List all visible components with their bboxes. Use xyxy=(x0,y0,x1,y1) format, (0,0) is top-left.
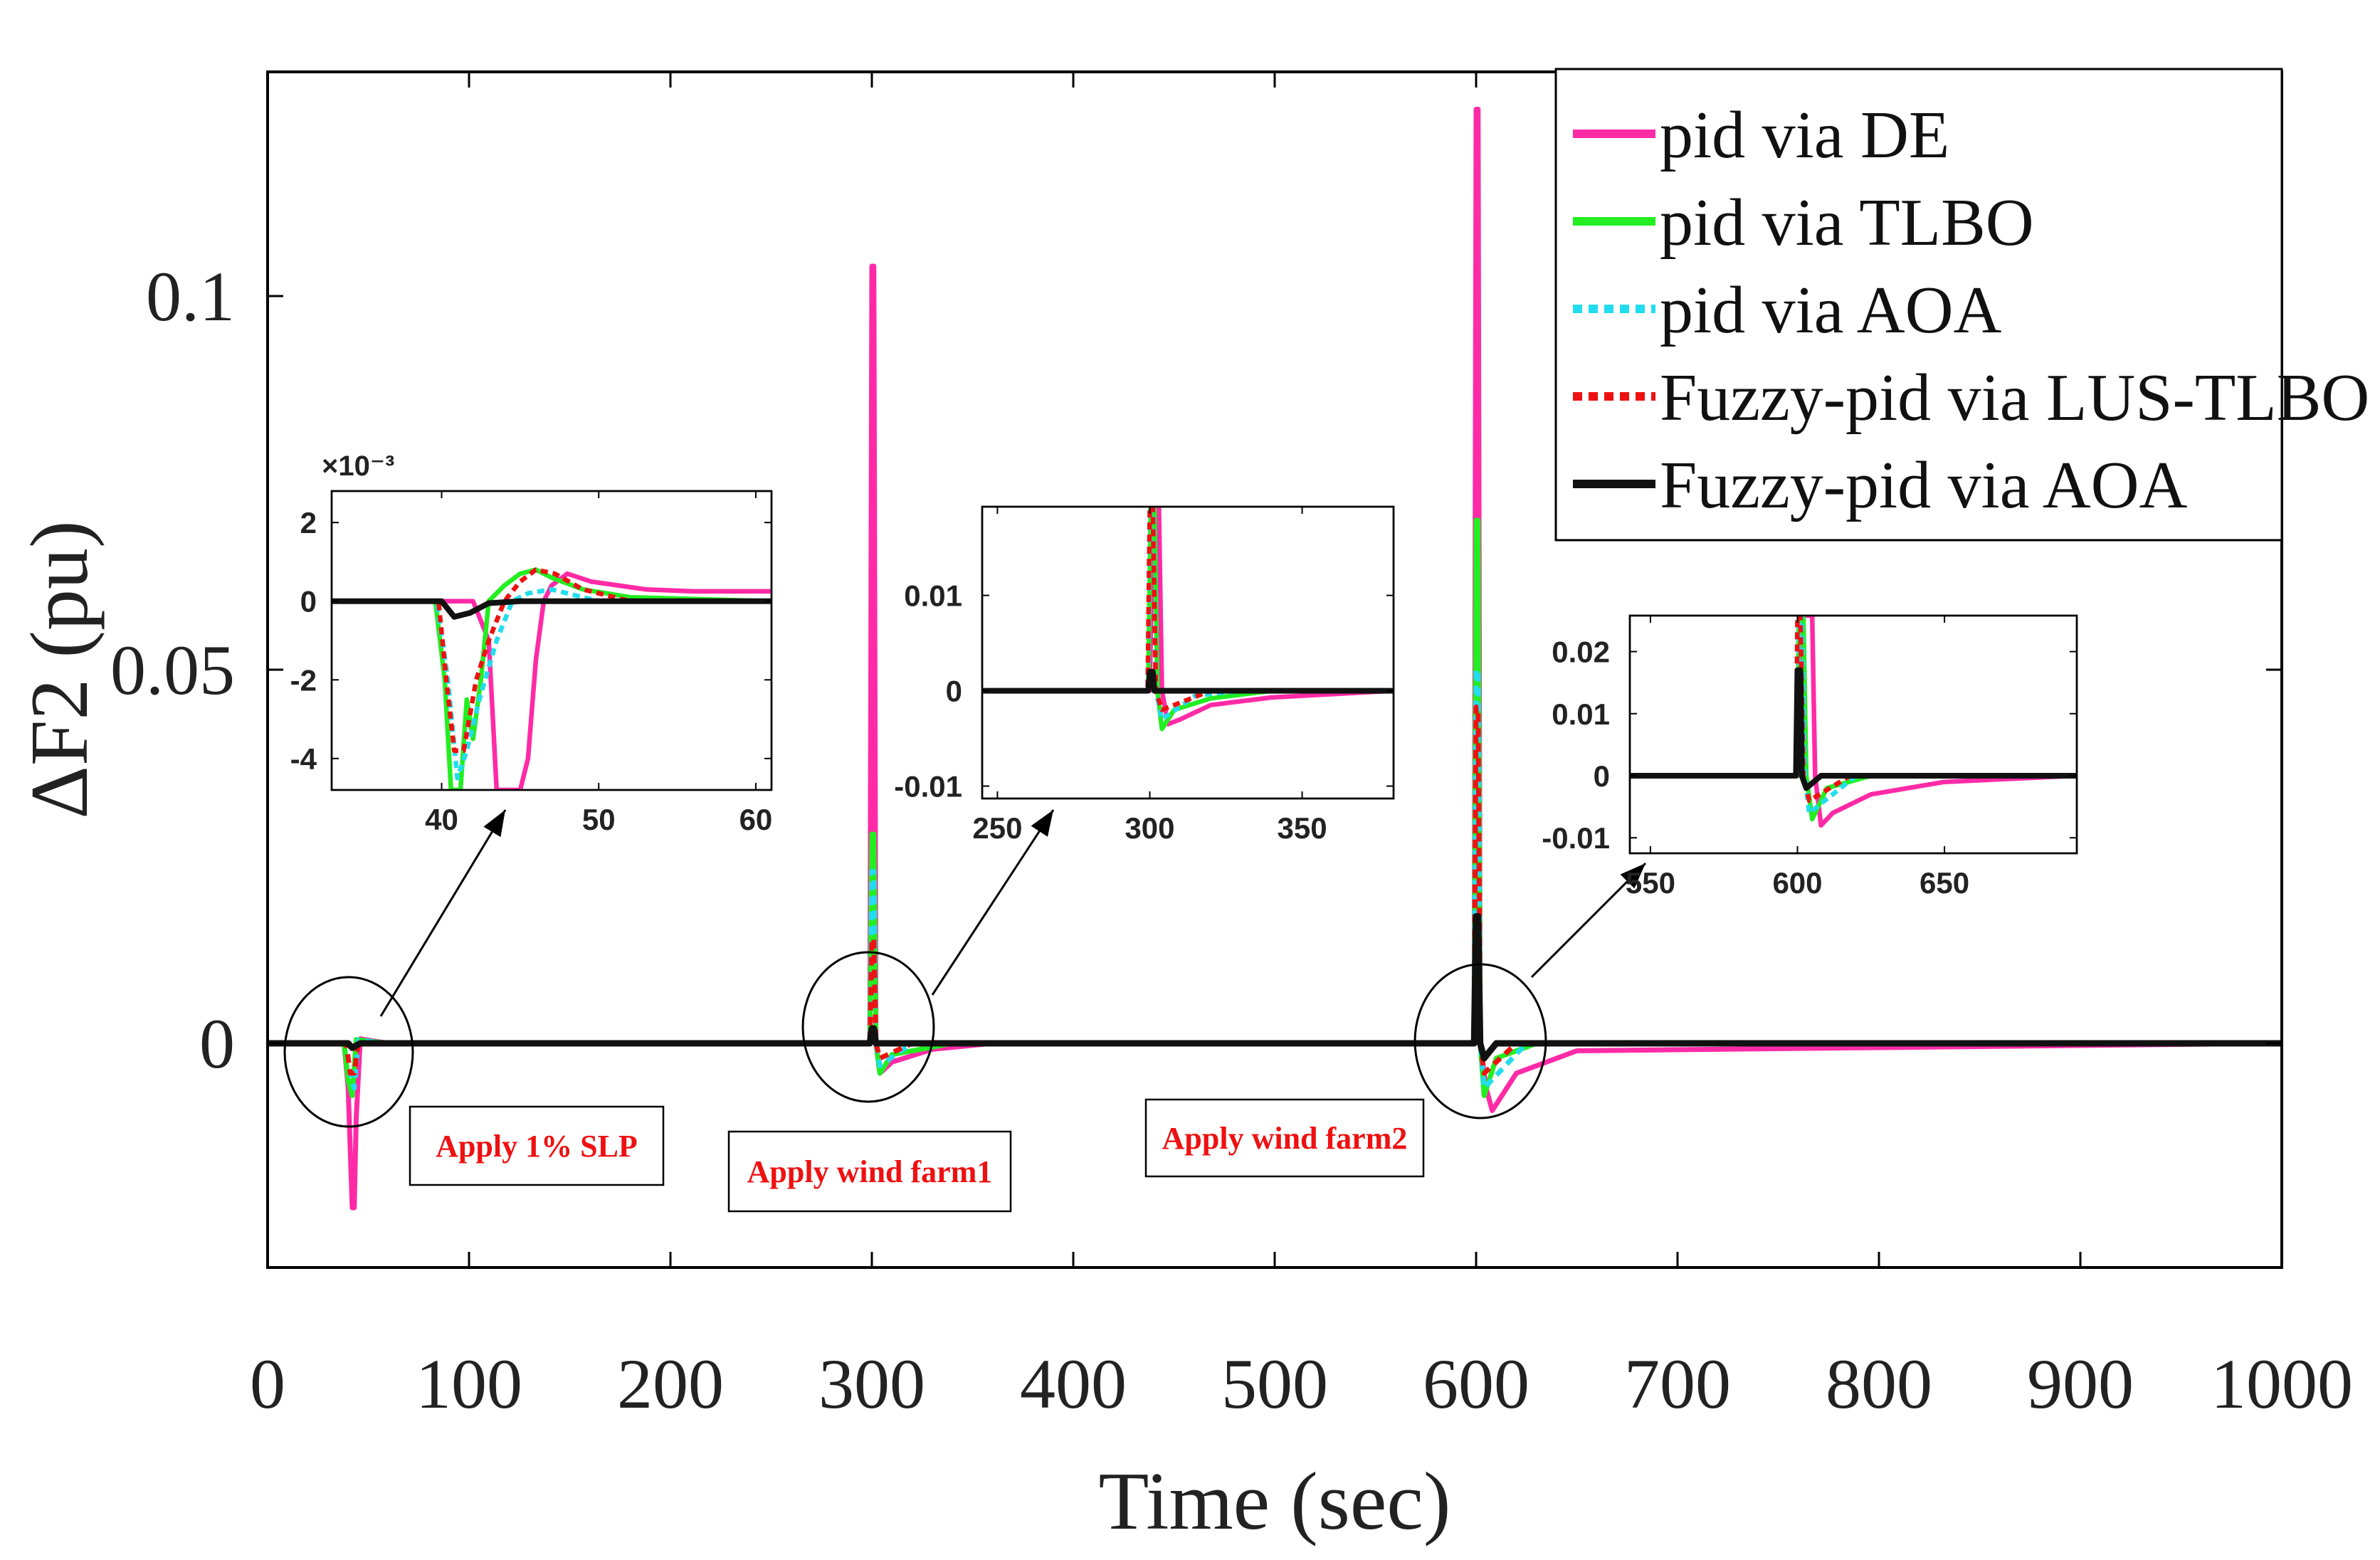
inset-y-tick-label: 0.01 xyxy=(904,579,962,613)
zoom-arrow-line-2 xyxy=(931,809,1055,996)
zoom-arrow-head-1 xyxy=(483,810,505,838)
annotation-2: Apply wind farm1 xyxy=(727,1130,1012,1213)
annotation-box xyxy=(1144,1098,1425,1178)
inset-y-tick-label: -2 xyxy=(290,663,317,697)
y-axis-label: ΔF2 (pu) xyxy=(14,520,105,818)
annotation-box xyxy=(727,1130,1012,1213)
legend-label-1: pid via DE xyxy=(1660,98,1949,172)
annotation-box xyxy=(409,1105,665,1186)
x-tick-label: 800 xyxy=(1826,1344,1932,1423)
inset-exponent-label: ×10⁻³ xyxy=(322,450,394,482)
x-tick-label: 500 xyxy=(1221,1344,1328,1423)
zoom-callouts xyxy=(283,809,1647,1128)
main-series-group xyxy=(268,107,2282,1211)
inset-x-tick-label: 550 xyxy=(1626,866,1675,900)
inset-series-line-5 xyxy=(982,668,1394,694)
x-tick-label: 0 xyxy=(250,1344,285,1423)
inset-background xyxy=(1628,614,2078,855)
inset-plot-1: 40 50 60 -4 -2 0 2×10⁻³ xyxy=(290,450,773,836)
inset-plots: 40 50 60 -4 -2 0 2×10⁻³ 250 300 350 -0.01 0 0.01 550 6… xyxy=(290,450,2078,900)
y-tick-label: 0.1 xyxy=(146,257,235,336)
inset-x-tick-label: 650 xyxy=(1920,866,1969,900)
inset-x-tick-label: 350 xyxy=(1278,811,1327,845)
x-tick-label: 300 xyxy=(818,1344,925,1423)
legend-label-2: pid via TLBO xyxy=(1660,186,2034,260)
inset-y-tick-label: -4 xyxy=(290,742,317,776)
inset-plot-3: 550 600 650 -0.01 0 0.01 0.02 xyxy=(1542,614,2078,900)
annotation-3: Apply wind farm2 xyxy=(1144,1098,1425,1178)
y-tick-label: 0.05 xyxy=(110,631,235,710)
zoom-arrow-line-3 xyxy=(1530,862,1647,979)
x-tick-label: 700 xyxy=(1624,1344,1731,1423)
zoom-circle-2 xyxy=(801,951,935,1103)
zoom-arrow-head-2 xyxy=(1031,810,1053,837)
zoom-arrow-line-1 xyxy=(379,809,507,1017)
inset-series-line-4 xyxy=(332,567,772,753)
inset-series-line-2 xyxy=(332,567,772,790)
legend-label-5: Fuzzy-pid via AOA xyxy=(1660,448,2188,522)
inset-y-tick-label: 0.01 xyxy=(1552,697,1610,731)
main-series-line-5 xyxy=(268,913,2282,1062)
legend-label-4: Fuzzy-pid via LUS-TLBO xyxy=(1660,361,2369,435)
inset-y-tick-label: 0.02 xyxy=(1552,636,1610,669)
annotation-text: Apply 1% SLP xyxy=(436,1129,638,1164)
inset-x-tick-label: 250 xyxy=(972,811,1022,845)
x-tick-label: 1000 xyxy=(2211,1344,2353,1423)
inset-x-tick-label: 300 xyxy=(1125,811,1174,845)
inset-series-group xyxy=(332,567,772,790)
y-tick-label: 0 xyxy=(199,1004,235,1083)
inset-x-tick-label: 600 xyxy=(1772,866,1822,900)
inset-x-tick-label: 50 xyxy=(582,803,616,836)
legend-box xyxy=(1554,68,2283,542)
x-tick-label: 100 xyxy=(416,1344,522,1423)
x-axis-label: Time (sec) xyxy=(1098,1456,1450,1547)
zoom-circle-1 xyxy=(283,976,414,1128)
inset-series-line-5 xyxy=(332,598,772,620)
inset-series-group xyxy=(982,507,1394,732)
x-tick-label: 600 xyxy=(1423,1344,1529,1423)
inset-frame xyxy=(1628,614,2078,855)
inset-x-tick-label: 60 xyxy=(739,803,773,836)
inset-plot-2: 250 300 350 -0.01 0 0.01 xyxy=(894,505,1395,845)
zoom-arrow-head-3 xyxy=(1620,863,1646,889)
inset-y-tick-label: 2 xyxy=(300,506,317,539)
inset-y-tick-label: 0 xyxy=(946,675,962,708)
inset-y-tick-label: 0 xyxy=(300,585,317,618)
legend: pid via DE pid via TLBO pid via AOA Fuzzy-p… xyxy=(1554,68,2369,542)
inset-y-tick-label: 0 xyxy=(1594,759,1610,793)
main-series-line-3 xyxy=(268,667,2282,1091)
main-plot: 0 100 200 300 400 500 600 700 800 900 100000.050.1… xyxy=(14,70,2353,1547)
inset-series-line-4 xyxy=(982,507,1394,712)
x-tick-label: 400 xyxy=(1020,1344,1127,1423)
annotation-text: Apply wind farm1 xyxy=(747,1154,993,1189)
event-annotations: Apply 1% SLP Apply wind farm1 Apply wind f… xyxy=(409,1098,1425,1213)
inset-series-line-5 xyxy=(1630,667,2077,791)
x-tick-label: 200 xyxy=(617,1344,724,1423)
inset-series-group xyxy=(1630,616,2077,828)
inset-frame xyxy=(330,490,773,791)
inset-y-tick-label: -0.01 xyxy=(894,770,962,803)
inset-x-tick-label: 40 xyxy=(425,803,458,836)
annotation-text: Apply wind farm2 xyxy=(1162,1121,1408,1156)
inset-background xyxy=(981,505,1395,800)
legend-label-3: pid via AOA xyxy=(1660,273,2002,347)
zoom-circle-3 xyxy=(1413,963,1547,1119)
inset-y-tick-label: -0.01 xyxy=(1542,821,1610,855)
inset-background xyxy=(330,490,773,791)
x-tick-label: 900 xyxy=(2027,1344,2134,1423)
annotation-1: Apply 1% SLP xyxy=(409,1105,665,1186)
inset-frame xyxy=(981,505,1395,800)
